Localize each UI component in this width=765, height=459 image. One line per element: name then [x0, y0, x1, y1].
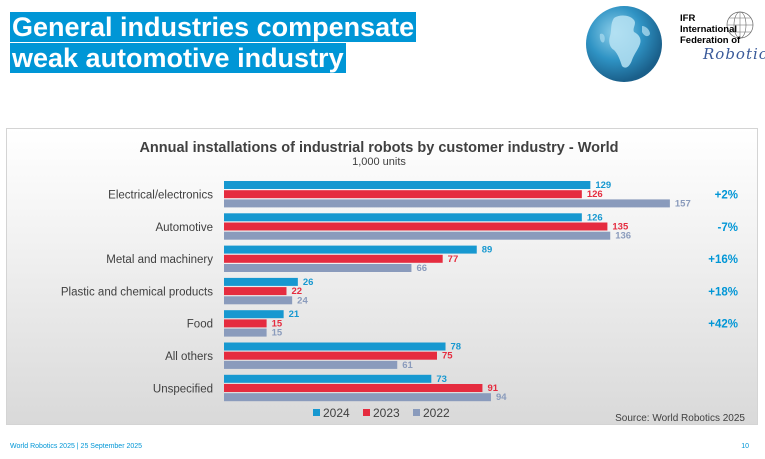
logo-line-3: Federation of	[680, 35, 741, 46]
legend-label: 2024	[323, 406, 350, 420]
bar-2023-6	[224, 384, 483, 392]
chart-title: Annual installations of industrial robot…	[139, 140, 618, 156]
data-label: 61	[402, 360, 413, 371]
data-label: 157	[675, 198, 691, 209]
category-label: All others	[165, 351, 213, 363]
bar-2024-3	[224, 277, 298, 286]
title-line-2: weak automotive industry	[10, 43, 346, 73]
bar-2024-5	[224, 342, 446, 351]
bar-2022-4	[224, 328, 267, 337]
bar-2023-2	[224, 254, 443, 263]
bar-2023-5	[224, 351, 437, 360]
footer-text: World Robotics 2025 | 25 September 2025	[10, 443, 143, 450]
category-label: Food	[187, 319, 213, 331]
chart-source: Source: World Robotics 2025	[615, 413, 745, 424]
bar-2023-1	[224, 222, 608, 231]
bar-chart: Annual installations of industrial robot…	[61, 140, 746, 424]
data-label: 94	[496, 392, 507, 403]
data-label: 66	[416, 263, 427, 274]
logo-line-2: International	[680, 24, 738, 35]
category-label: Plastic and chemical products	[61, 286, 213, 298]
bar-2022-1	[224, 231, 611, 240]
data-label: 135	[612, 222, 629, 233]
slide-title: General industries compensate weak autom…	[10, 12, 417, 74]
bar-2022-3	[224, 296, 293, 305]
data-label: 126	[587, 189, 603, 200]
bar-2023-0	[224, 190, 582, 199]
net-globe-icon	[726, 11, 754, 39]
data-label: 136	[615, 231, 631, 242]
data-label: 126	[587, 212, 603, 223]
growth-label: +18%	[708, 286, 738, 298]
ifr-logo: IFR International Federation of Robotics	[676, 10, 765, 70]
data-label: 22	[291, 286, 302, 297]
legend-swatch-2024	[313, 409, 320, 416]
data-label: 91	[487, 383, 498, 394]
growth-label: +2%	[715, 190, 738, 202]
bar-2024-1	[224, 213, 582, 222]
growth-label: +42%	[708, 319, 738, 331]
data-label: 89	[482, 245, 493, 256]
bar-2022-0	[224, 199, 670, 208]
legend-label: 2022	[423, 406, 450, 420]
bar-2024-0	[224, 181, 591, 189]
data-label: 24	[297, 295, 308, 306]
chart-subtitle: 1,000 units	[352, 156, 406, 168]
category-label: Electrical/electronics	[108, 190, 213, 202]
bar-2024-2	[224, 245, 477, 254]
legend-swatch-2022	[413, 409, 420, 416]
legend-label: 2023	[373, 406, 400, 420]
data-label: 129	[595, 180, 611, 191]
logo-line-1: IFR	[680, 13, 696, 24]
data-label: 15	[272, 328, 283, 339]
logo-script: Robotics	[703, 45, 765, 63]
growth-label: +16%	[708, 254, 738, 266]
category-label: Metal and machinery	[106, 254, 213, 266]
growth-label: -7%	[718, 222, 738, 234]
bar-2022-5	[224, 360, 398, 369]
data-label: 15	[272, 318, 283, 329]
data-label: 21	[289, 309, 300, 320]
data-label: 75	[442, 351, 453, 362]
title-line-1: General industries compensate	[10, 12, 417, 42]
data-label: 26	[303, 277, 314, 288]
bar-2024-6	[224, 374, 432, 383]
data-label: 73	[436, 374, 447, 385]
bar-2022-2	[224, 264, 412, 272]
category-label: Automotive	[155, 222, 213, 234]
data-label: 77	[448, 254, 459, 265]
legend-swatch-2023	[363, 409, 370, 416]
bar-2022-6	[224, 393, 491, 402]
category-label: Unspecified	[153, 383, 213, 395]
bar-2024-4	[224, 310, 284, 319]
bar-2023-3	[224, 287, 287, 296]
chart-panel: Annual installations of industrial robot…	[6, 128, 758, 425]
data-label: 78	[451, 342, 462, 353]
globe-icon	[586, 6, 662, 82]
bar-2023-4	[224, 319, 267, 328]
page-number: 10	[741, 443, 749, 450]
